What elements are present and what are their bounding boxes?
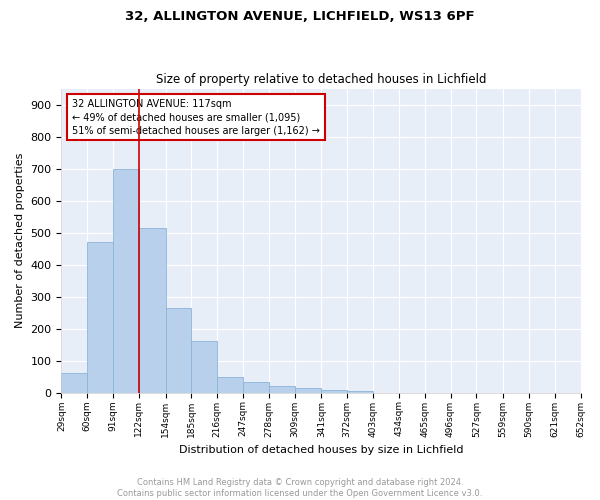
Bar [87,242,113,392]
Text: Contains HM Land Registry data © Crown copyright and database right 2024.
Contai: Contains HM Land Registry data © Crown c… [118,478,482,498]
Bar [243,382,269,392]
Bar [347,391,373,392]
Title: Size of property relative to detached houses in Lichfield: Size of property relative to detached ho… [156,73,486,86]
Bar [191,342,217,392]
Bar [61,374,87,392]
Bar [139,228,166,392]
Bar [217,378,243,392]
Text: 32, ALLINGTON AVENUE, LICHFIELD, WS13 6PF: 32, ALLINGTON AVENUE, LICHFIELD, WS13 6P… [125,10,475,23]
X-axis label: Distribution of detached houses by size in Lichfield: Distribution of detached houses by size … [179,445,463,455]
Bar [295,388,322,392]
Bar [113,168,139,392]
Bar [166,308,191,392]
Y-axis label: Number of detached properties: Number of detached properties [15,153,25,328]
Text: 32 ALLINGTON AVENUE: 117sqm
← 49% of detached houses are smaller (1,095)
51% of : 32 ALLINGTON AVENUE: 117sqm ← 49% of det… [72,99,320,136]
Bar [269,386,295,392]
Bar [322,390,347,392]
